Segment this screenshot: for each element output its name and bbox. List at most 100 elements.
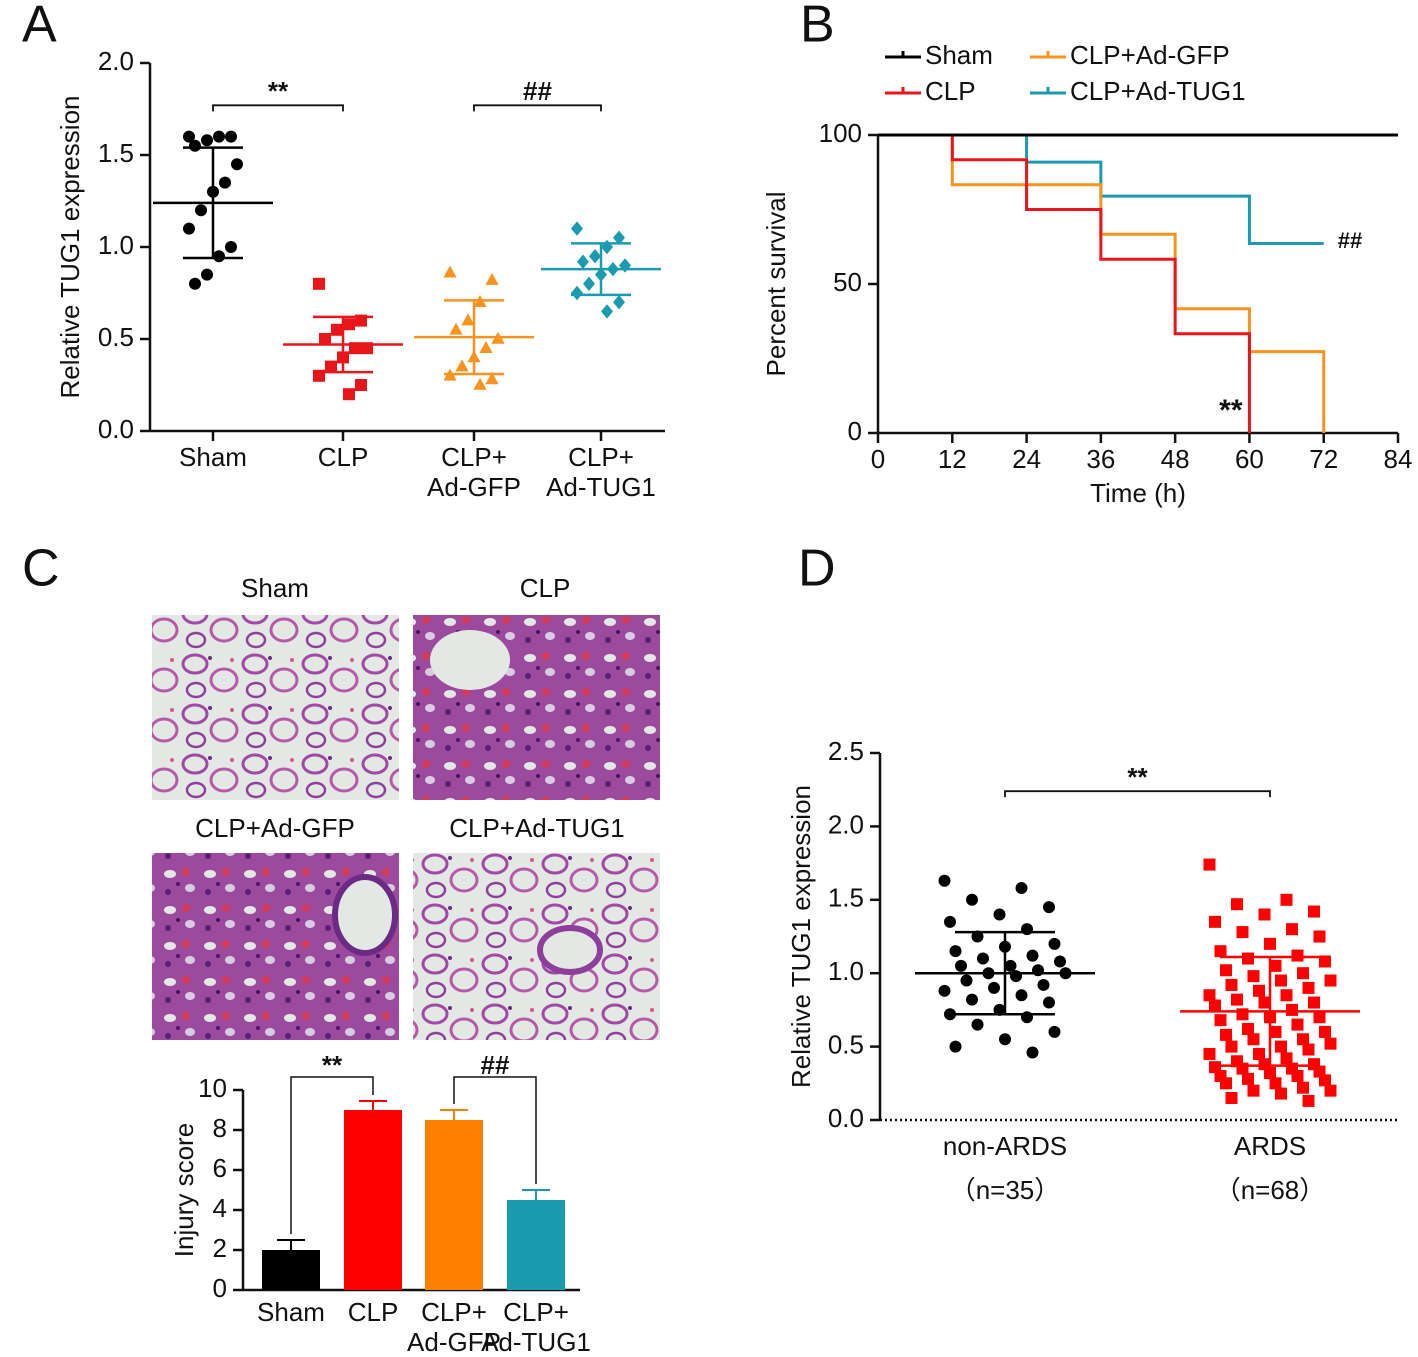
x-tick-label: 24 [1012,444,1041,474]
x-tick-label: 36 [1086,444,1115,474]
data-point [461,313,475,326]
data-point [1015,882,1028,895]
data-point [601,239,613,255]
data-point [1242,1022,1254,1035]
data-point [1037,978,1050,991]
data-point [213,250,225,263]
data-point [313,277,325,290]
x-tick-label: CLP+ Ad-TUG1 [481,1297,591,1357]
x-tick-label: CLP [318,442,369,472]
y-tick-label: 4 [213,1193,227,1223]
x-tick-label: 48 [1161,444,1190,474]
data-point [583,276,595,291]
data-point [1302,1094,1315,1107]
x-tick-label: ARDS [1234,1131,1306,1161]
data-point [201,134,213,147]
data-point [1297,967,1309,980]
data-point [473,377,487,390]
significance-label: ** [1127,762,1148,792]
data-point [449,322,463,335]
legend-label: CLP [925,76,976,106]
y-tick-label: 0 [848,416,862,446]
x-tick-label: CLP [348,1297,399,1327]
data-point [1291,949,1304,962]
data-point [1308,905,1320,918]
data-point [949,1040,962,1053]
data-point [1203,858,1216,871]
data-point [1032,964,1044,977]
data-point [1280,989,1293,1002]
y-tick-label: 0 [213,1273,227,1303]
data-point [971,1018,984,1031]
x-tick-label: 72 [1309,444,1338,474]
data-point [325,360,337,373]
survival-line [878,133,1326,433]
annotation: ## [1338,228,1362,253]
data-point [1313,1011,1326,1024]
histology-lumen [332,874,398,956]
data-point [1308,996,1320,1009]
x-tick-label: 0 [871,444,885,474]
x-tick-label: non-ARDS [943,1131,1067,1161]
data-point [1203,989,1216,1002]
image-title: CLP [520,573,571,603]
histology-lumen [430,630,510,690]
data-point [1043,996,1055,1009]
bar [262,1250,320,1290]
data-point [1319,1074,1331,1087]
histology-lumen [537,925,603,975]
data-point [479,341,493,353]
data-point [485,372,499,385]
image-title: CLP+Ad-GFP [195,813,355,843]
y-tick-label: 1.5 [828,883,864,913]
data-point [1231,898,1243,911]
data-point [1203,1047,1216,1060]
data-point [960,974,973,987]
data-point [1054,955,1066,968]
data-point [1220,1077,1232,1090]
data-point [231,158,243,171]
data-point [1275,1040,1287,1053]
data-point [938,874,951,887]
data-point [1291,1018,1304,1031]
data-point [1209,915,1221,928]
y-tick-label: 1.5 [98,138,134,168]
y-tick-label: 50 [833,267,862,297]
data-point [993,908,1006,921]
data-point [619,258,631,273]
data-point [993,1003,1006,1016]
data-point [966,893,978,906]
data-point [1026,949,1039,962]
data-point [1236,1062,1249,1075]
data-point [1214,1014,1227,1027]
panel-letter: A [22,0,57,54]
bar [507,1200,565,1290]
data-point [1324,1037,1337,1050]
x-tick-label: Sham [179,442,247,472]
data-point [1048,1025,1061,1038]
data-point [1253,1047,1265,1060]
data-point [343,318,355,331]
data-point [1004,959,1017,972]
data-point [219,176,231,189]
significance-bracket [1004,790,1271,798]
data-point [988,981,1000,994]
panel-letter: B [800,0,835,54]
data-point [201,268,213,281]
data-point [971,930,984,943]
y-axis-label: Injury score [169,1123,199,1257]
data-point [1242,952,1254,965]
data-point [455,359,469,372]
data-point [1264,1067,1276,1080]
data-point [1291,1069,1304,1082]
data-point [1242,1072,1254,1085]
data-point [1319,955,1331,968]
data-point [1286,923,1298,936]
data-point [1258,908,1271,921]
y-tick-label: 2 [213,1233,227,1263]
data-point [1264,937,1276,950]
data-point [1269,1077,1282,1090]
x-axis-label: Time (h) [1090,478,1186,508]
y-tick-label: 1.0 [98,230,134,260]
